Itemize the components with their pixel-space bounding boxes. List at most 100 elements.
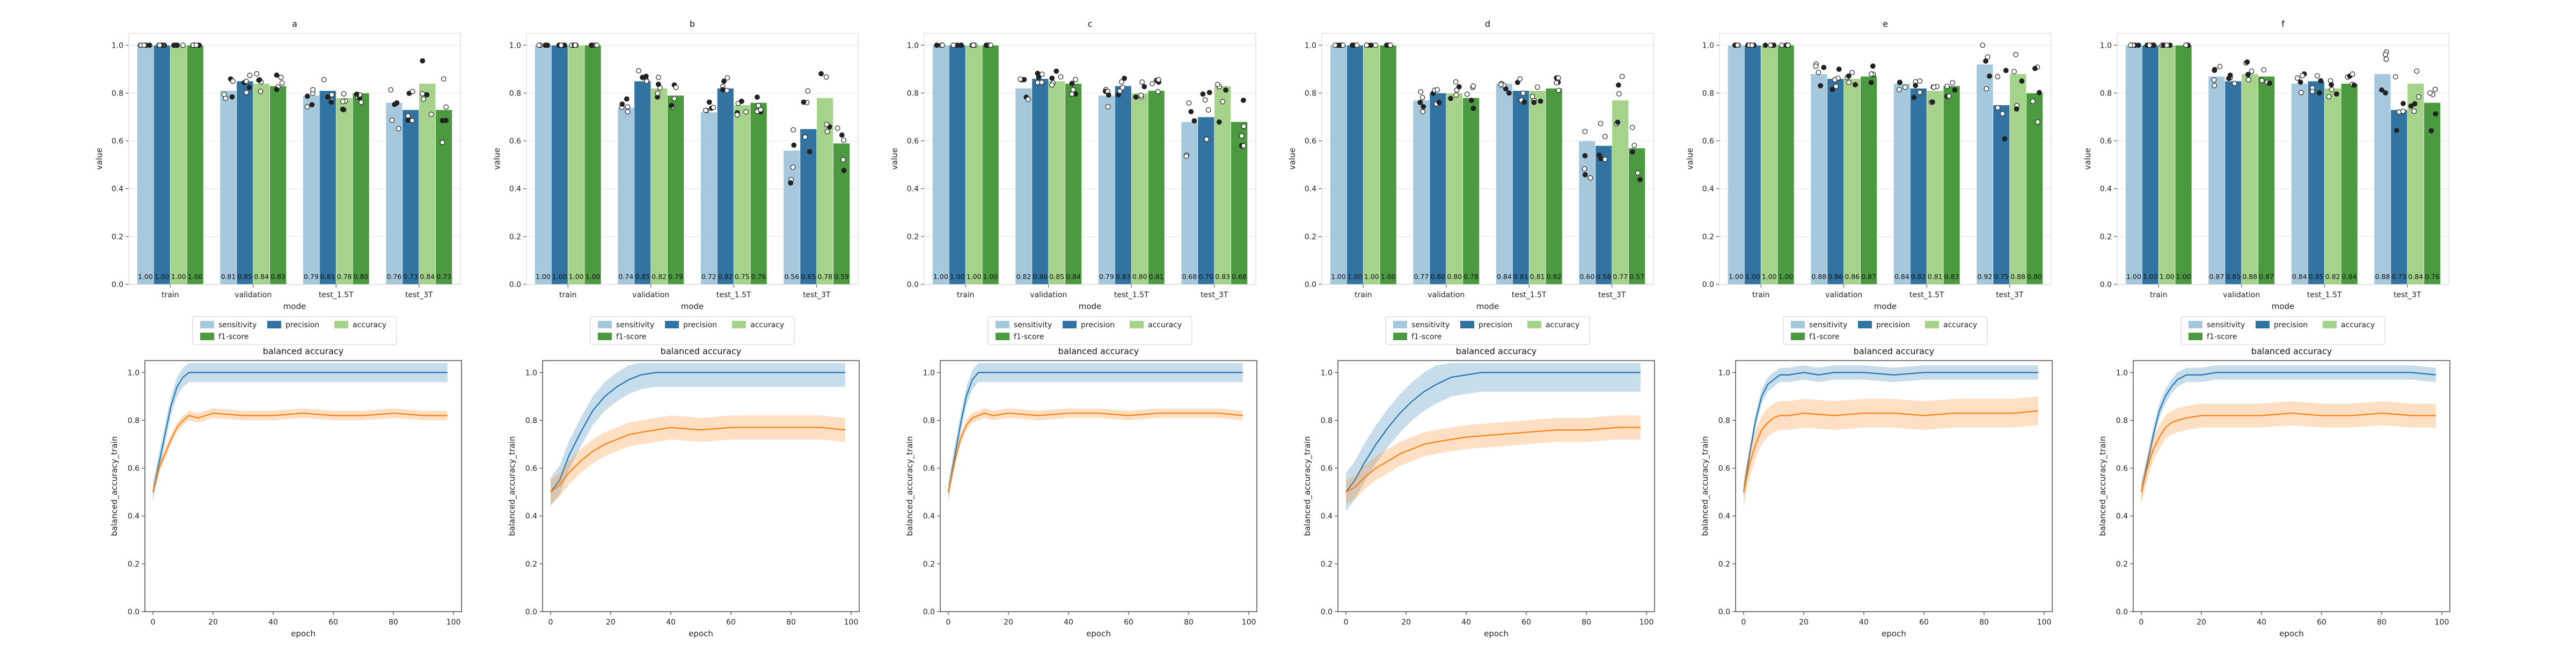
bar-value-label: 0.84 [254, 273, 269, 281]
x-tick-label: 100 [2435, 618, 2449, 627]
bar-sensitivity-test_1.5T [1496, 83, 1513, 285]
bar-value-label: 1.00 [138, 273, 153, 281]
y-tick-label: 0.0 [509, 281, 521, 289]
fold-point [1517, 76, 1523, 82]
bar-value-label: 0.72 [701, 273, 716, 281]
fold-point [1070, 87, 1076, 93]
bar-precision-test_3T [1595, 145, 1613, 285]
x-tick-label: 20 [606, 618, 616, 627]
fold-point [1868, 79, 1874, 85]
axes-frame [128, 33, 461, 285]
fold-point [2412, 101, 2418, 107]
fold-point [1456, 84, 1462, 90]
y-tick-label: 0.6 [2116, 465, 2128, 473]
x-axis-label: mode [681, 302, 704, 311]
legend-label-precision: precision [286, 321, 319, 329]
fold-point [755, 94, 760, 100]
fold-point [1531, 99, 1537, 105]
fold-point [1069, 91, 1075, 97]
y-tick-label: 0.0 [128, 608, 140, 616]
x-tick-label: validation [632, 291, 669, 299]
fold-point [2432, 86, 2438, 92]
bar-accuracy-train [170, 45, 187, 285]
fold-point [2000, 111, 2006, 116]
fold-point [310, 87, 316, 93]
bar-value-label: 0.83 [1116, 273, 1131, 281]
legend-swatch-sensitivity [1791, 321, 1805, 328]
y-tick-label: 0.4 [128, 512, 140, 521]
fold-point [2428, 128, 2434, 134]
bar-precision-test_1.5T [1115, 85, 1132, 285]
fold-point [1049, 82, 1055, 88]
fold-point [304, 93, 310, 99]
y-tick-label: 0.8 [923, 416, 935, 425]
bar-value-label: 0.81 [320, 273, 335, 281]
axes-frame [2133, 360, 2450, 612]
panel-title: e [1883, 19, 1888, 29]
fold-point [278, 75, 284, 80]
x-tick-label: 40 [1461, 618, 1471, 627]
legend-swatch-f1-score [2189, 333, 2202, 340]
bar-value-label: 0.80 [1430, 273, 1445, 281]
fold-point [1387, 42, 1393, 48]
fold-point [1521, 99, 1527, 105]
bar-sensitivity-test_1.5T [1893, 83, 1911, 285]
fold-point [790, 164, 796, 170]
bar-value-label: 0.65 [801, 273, 816, 281]
fold-point [802, 134, 808, 140]
fold-point [1917, 78, 1923, 84]
panel-title: a [292, 19, 297, 29]
legend-swatch-accuracy [1925, 321, 1939, 328]
bar-value-label: 1.00 [155, 273, 170, 281]
fold-point [1846, 73, 1851, 79]
x-tick-label: test_1.5T [1114, 291, 1149, 299]
bar-sensitivity-train [1330, 45, 1347, 285]
fold-point [1498, 82, 1504, 87]
fold-point [1373, 42, 1378, 48]
fold-point [572, 42, 578, 48]
y-tick-label: 0.2 [2116, 560, 2128, 569]
fold-point [230, 78, 236, 84]
fold-point [2013, 52, 2019, 57]
bar-value-label: 0.73 [2391, 273, 2406, 281]
bar-panel-e: 0.00.20.40.60.81.01.00 1.00 1.00 1.00train0… [1685, 19, 2052, 345]
fold-point [983, 42, 989, 48]
y-tick-label: 1.0 [509, 41, 521, 50]
fold-point [180, 42, 186, 48]
y-tick-label: 0.8 [128, 416, 140, 425]
bar-value-label: 0.82 [1911, 273, 1926, 281]
y-tick-label: 0.0 [1305, 281, 1316, 289]
y-tick-label: 0.6 [1702, 137, 1714, 146]
y-tick-label: 0.6 [2100, 137, 2112, 146]
y-axis-label: value [890, 148, 899, 170]
fold-point [835, 126, 840, 131]
fold-point [1421, 104, 1426, 109]
series-line-validation [1743, 410, 2038, 493]
bar-value-label: 0.88 [2242, 273, 2257, 281]
fold-point [807, 149, 813, 155]
fold-point [544, 42, 550, 48]
fold-point [2379, 87, 2384, 93]
bar-value-label: 0.88 [2010, 273, 2025, 281]
fold-point [624, 96, 630, 102]
bar-sensitivity-test_3T [2374, 74, 2391, 285]
fold-point [1602, 134, 1608, 140]
y-tick-label: 1.0 [1321, 369, 1333, 377]
legend-label-accuracy: accuracy [2341, 321, 2375, 329]
bar-sensitivity-train [535, 45, 552, 285]
x-axis-label: mode [1874, 302, 1897, 311]
bar-value-label: 0.84 [1497, 273, 1512, 281]
bar-value-label: 0.87 [2259, 273, 2274, 281]
fold-point [358, 99, 364, 105]
legend-swatch-precision [2256, 321, 2270, 328]
y-axis-label: value [492, 148, 502, 170]
fold-point [2329, 82, 2334, 87]
fold-point [321, 77, 327, 83]
fold-point [1514, 79, 1520, 85]
fold-point [440, 118, 445, 123]
bar-value-label: 0.77 [1414, 273, 1429, 281]
y-tick-label: 0.0 [2116, 608, 2128, 616]
fold-point [839, 132, 845, 138]
fold-point [536, 42, 542, 48]
y-tick-label: 0.6 [112, 137, 123, 146]
